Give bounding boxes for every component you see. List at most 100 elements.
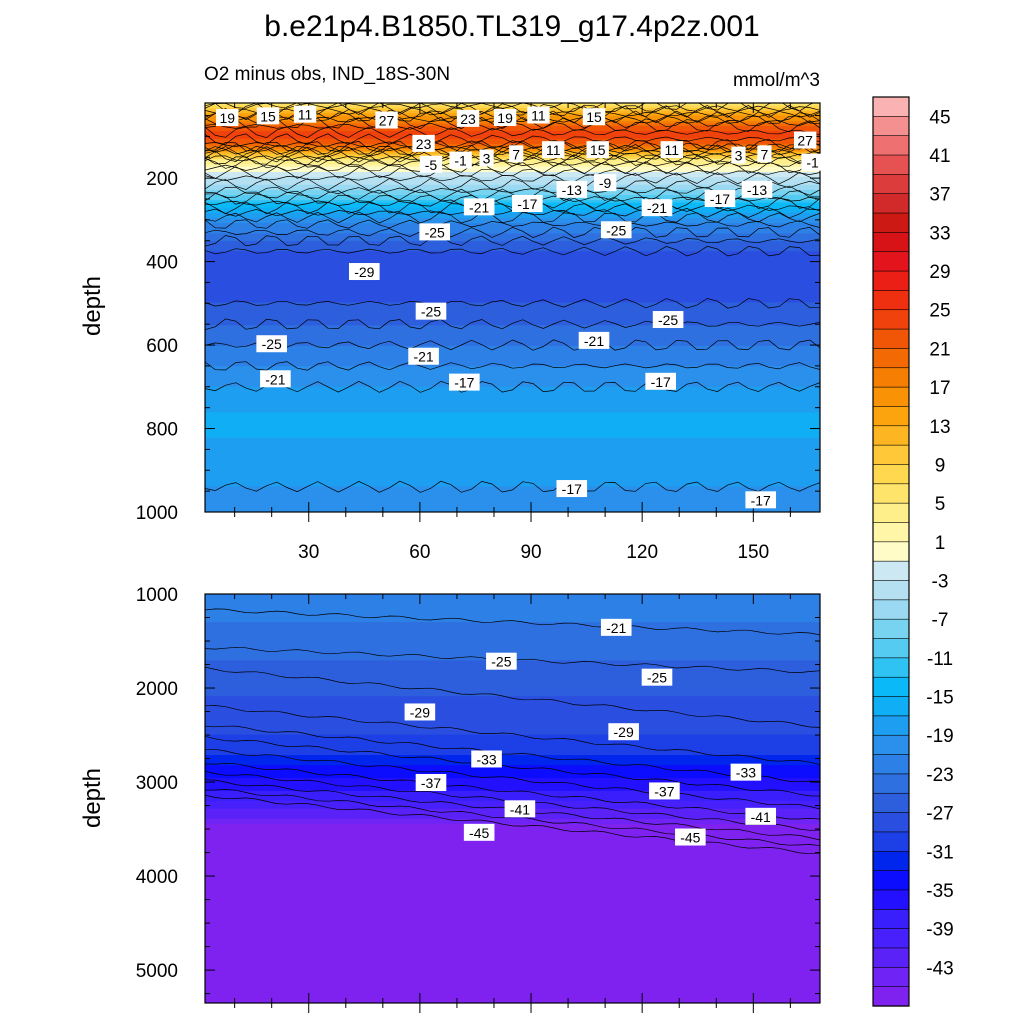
- contour-label: 11: [293, 105, 317, 123]
- field-band: [205, 933, 820, 938]
- field-band: [205, 363, 820, 367]
- field-band: [205, 248, 820, 252]
- y-tick-label: 600: [146, 336, 178, 357]
- colorbar-swatch: [872, 367, 910, 388]
- field-band: [205, 852, 820, 856]
- field-band: [205, 330, 820, 334]
- field-band: [205, 839, 820, 843]
- contour-line: [205, 735, 820, 797]
- contour-line: [205, 608, 820, 636]
- contour-label-text: -17: [710, 191, 730, 207]
- colorbar-label: -43: [926, 958, 953, 979]
- colorbar-swatch: [872, 116, 910, 137]
- field-band: [205, 834, 820, 838]
- field-band: [205, 494, 820, 498]
- field-band: [205, 394, 820, 398]
- x-tick-label: 30: [298, 542, 319, 563]
- field-band: [205, 734, 820, 738]
- field-band: [205, 396, 820, 401]
- field-band: [205, 859, 820, 864]
- field-band: [205, 941, 820, 945]
- contour-label: -41: [504, 800, 536, 818]
- field-band: [205, 979, 820, 984]
- contour-line: [205, 245, 820, 257]
- contour-label-text: 27: [379, 113, 395, 129]
- lower-y-axis-label: depth: [79, 768, 106, 828]
- field-band: [205, 310, 820, 314]
- colorbar-label: 17: [929, 378, 950, 399]
- y-tick-label: 1000: [136, 585, 178, 606]
- contour-label-text: -41: [751, 809, 771, 825]
- colorbar-label: -3: [932, 572, 949, 593]
- field-band: [205, 427, 820, 431]
- contour-label-text: 15: [260, 108, 276, 124]
- field-band: [205, 258, 820, 263]
- field-band: [205, 670, 820, 674]
- field-band: [205, 916, 820, 920]
- contour-label: -25: [256, 335, 287, 353]
- contour-label: -17: [704, 189, 736, 207]
- colorbar-label: 5: [935, 494, 946, 515]
- y-tick-label: 4000: [136, 867, 178, 888]
- field-band: [205, 675, 820, 679]
- colorbar-label: -23: [926, 765, 953, 786]
- colorbar-swatch: [872, 812, 910, 833]
- field-band: [205, 445, 820, 449]
- field-band: [205, 691, 820, 695]
- contour-label: -33: [730, 763, 762, 781]
- contour-label: -17: [449, 373, 480, 391]
- field-band: [205, 460, 820, 465]
- field-band: [205, 624, 820, 628]
- contour-label: 27: [375, 111, 398, 129]
- lower-plot-area: 1000 2000 3000 4000 5000 -21 -25 -25 -29 -29 -33 -3…: [136, 585, 821, 1013]
- field-band: [205, 611, 820, 616]
- field-band: [205, 849, 820, 853]
- field-band: [205, 594, 820, 598]
- field-band: [205, 829, 820, 833]
- y-tick-label: 2000: [136, 679, 178, 700]
- field-band: [205, 478, 820, 482]
- field-band: [205, 496, 820, 500]
- field-band: [205, 890, 820, 894]
- field-band: [205, 312, 820, 316]
- field-band: [205, 872, 820, 876]
- contour-label: 3: [479, 149, 494, 167]
- field-band: [205, 604, 820, 608]
- field-band: [205, 412, 820, 416]
- field-band: [205, 614, 820, 618]
- contour-label: 3: [731, 146, 746, 164]
- field-band: [205, 793, 820, 797]
- field-band: [205, 739, 820, 743]
- field-band: [205, 765, 820, 769]
- colorbar-label: 25: [929, 301, 950, 322]
- colorbar-swatch: [872, 928, 910, 949]
- contour-label-text: 7: [512, 146, 520, 162]
- field-band: [205, 974, 820, 979]
- x-tick-label: 90: [520, 542, 541, 563]
- field-band: [205, 356, 820, 360]
- y-tick-label: 1000: [136, 503, 178, 524]
- field-band: [205, 882, 820, 887]
- field-band: [205, 903, 820, 907]
- contour-label: -17: [512, 194, 543, 212]
- field-band: [205, 335, 820, 339]
- field-band: [205, 862, 820, 866]
- field-band: [205, 870, 820, 874]
- field-band: [205, 726, 820, 731]
- colorbar-swatch: [872, 483, 910, 504]
- field-band: [205, 910, 820, 915]
- contour-label-text: -37: [654, 783, 674, 799]
- contour-label: 23: [412, 134, 435, 152]
- colorbar-swatch: [872, 947, 910, 968]
- contour-label: 19: [216, 109, 239, 127]
- contour-label: -37: [415, 773, 447, 791]
- field-band: [205, 437, 820, 442]
- field-band: [205, 857, 820, 861]
- contour-line: [205, 158, 820, 169]
- contour-label-text: -41: [510, 801, 530, 817]
- contour-label-text: -21: [606, 620, 626, 636]
- contour-label-text: -9: [599, 175, 612, 191]
- field-band: [205, 831, 820, 835]
- contour-label: -21: [463, 198, 495, 216]
- colorbar-label: -35: [926, 881, 953, 902]
